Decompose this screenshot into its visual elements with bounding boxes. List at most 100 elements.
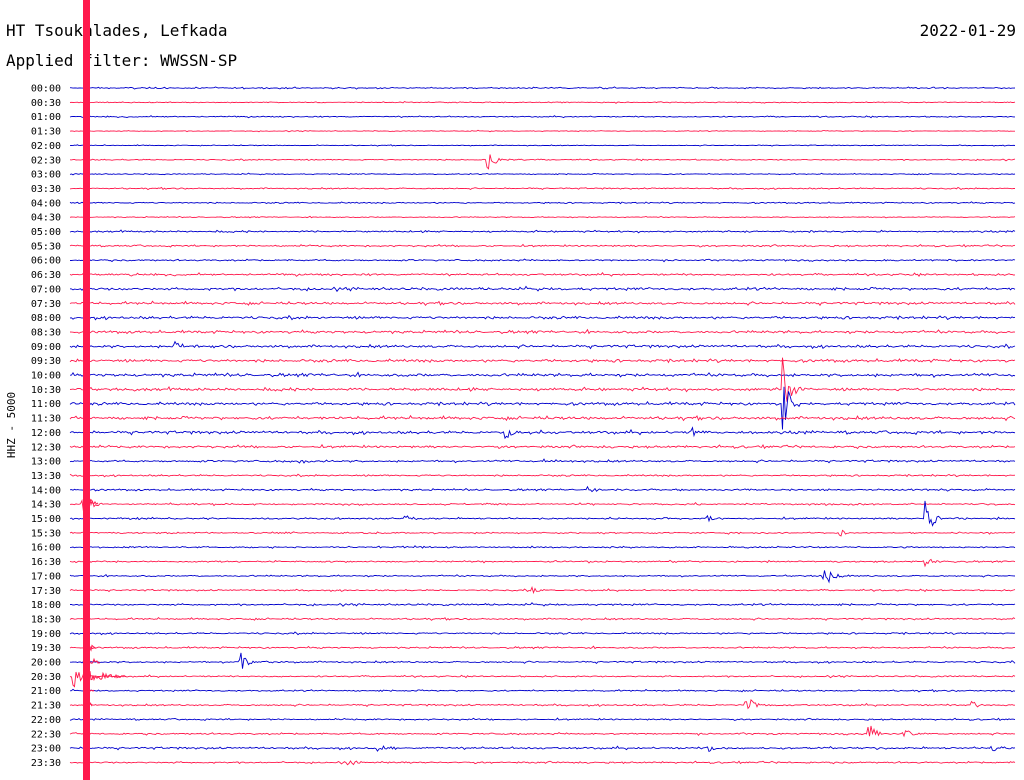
time-label: 09:30 xyxy=(31,356,61,367)
trace-row xyxy=(69,172,1016,176)
time-label: 18:30 xyxy=(31,614,61,625)
trace-row xyxy=(69,272,1016,277)
time-label: 21:00 xyxy=(31,686,61,697)
trace-row xyxy=(69,426,1016,440)
quake-coda xyxy=(85,498,99,514)
trace-row xyxy=(69,500,1016,527)
trace-row xyxy=(69,631,1016,636)
time-label: 01:00 xyxy=(31,112,61,123)
time-label: 04:00 xyxy=(31,198,61,209)
trace-row xyxy=(69,243,1016,248)
trace-row xyxy=(69,490,1016,512)
time-label: 21:30 xyxy=(31,701,61,712)
seismic-traces xyxy=(69,86,1016,766)
trace-row xyxy=(69,717,1016,722)
trace-row xyxy=(69,570,1016,584)
time-label: 03:00 xyxy=(31,170,61,181)
time-label: 18:00 xyxy=(31,600,61,611)
quake-coda xyxy=(85,643,97,653)
trace-row xyxy=(69,144,1016,147)
time-label: 13:00 xyxy=(31,457,61,468)
time-label: 00:00 xyxy=(31,84,61,95)
time-label: 16:00 xyxy=(31,543,61,554)
time-label: 02:30 xyxy=(31,155,61,166)
time-label: 22:00 xyxy=(31,715,61,726)
quake-coda xyxy=(85,657,101,665)
trace-row xyxy=(69,645,1016,650)
trace-row xyxy=(69,414,1016,422)
time-label: 10:30 xyxy=(31,385,61,396)
trace-row xyxy=(69,86,1016,90)
time-label: 00:30 xyxy=(31,98,61,109)
time-label: 06:30 xyxy=(31,270,61,281)
time-label: 17:00 xyxy=(31,571,61,582)
time-label: 11:00 xyxy=(31,399,61,410)
station-title: HT Tsoukalades, Lefkada xyxy=(6,21,228,40)
trace-row xyxy=(69,154,1016,170)
time-label: 07:00 xyxy=(31,284,61,295)
trace-row xyxy=(69,129,1015,133)
time-label: 01:30 xyxy=(31,127,61,138)
trace-row xyxy=(69,473,1016,478)
date-label: 2022-01-29 xyxy=(920,21,1016,40)
trace-row xyxy=(69,340,1016,350)
trace-row xyxy=(69,328,1016,335)
time-label: 05:30 xyxy=(31,241,61,252)
time-label: 19:00 xyxy=(31,629,61,640)
time-label: 11:30 xyxy=(31,414,61,425)
trace-row xyxy=(69,529,1016,537)
trace-row xyxy=(69,201,1016,205)
large-earthquake-trace xyxy=(83,0,127,780)
trace-row xyxy=(69,558,1016,568)
trace-row xyxy=(70,602,1016,607)
trace-row xyxy=(69,371,1016,378)
trace-row xyxy=(69,443,1016,450)
trace-row xyxy=(69,616,1016,621)
filter-label: Applied filter: WWSSN-SP xyxy=(6,51,237,70)
time-label: 12:30 xyxy=(31,442,61,453)
time-label: 13:30 xyxy=(31,471,61,482)
trace-row xyxy=(69,358,1016,364)
time-label: 20:30 xyxy=(31,672,61,683)
time-label: 08:30 xyxy=(31,327,61,338)
time-label: 08:00 xyxy=(31,313,61,324)
trace-row xyxy=(69,100,1016,104)
time-labels: 00:00 00:30 01:00 01:30 02:00 02:30 03:00 03:30… xyxy=(31,84,61,769)
trace-row xyxy=(70,258,1016,263)
time-label: 22:30 xyxy=(31,729,61,740)
time-label: 15:00 xyxy=(31,514,61,525)
time-label: 05:00 xyxy=(31,227,61,238)
quake-saturation-band xyxy=(83,0,90,780)
trace-row xyxy=(69,300,1016,307)
channel-axis-label: HHZ - 5000 xyxy=(5,392,18,458)
quake-coda xyxy=(85,688,95,696)
time-label: 17:30 xyxy=(31,586,61,597)
trace-row xyxy=(69,458,1016,464)
trace-row xyxy=(69,229,1016,234)
trace-row xyxy=(69,586,1016,595)
time-label: 04:30 xyxy=(31,213,61,224)
time-label: 02:00 xyxy=(31,141,61,152)
time-label: 20:00 xyxy=(31,658,61,669)
trace-row xyxy=(69,357,1016,402)
trace-row xyxy=(69,760,1016,766)
quake-coda xyxy=(85,699,93,711)
time-label: 03:30 xyxy=(31,184,61,195)
time-label: 23:30 xyxy=(31,758,61,769)
time-label: 19:30 xyxy=(31,643,61,654)
trace-row xyxy=(69,386,1016,430)
trace-row xyxy=(69,688,1016,693)
time-label: 15:30 xyxy=(31,528,61,539)
time-label: 06:00 xyxy=(31,256,61,267)
trace-row xyxy=(69,745,1016,753)
time-label: 14:30 xyxy=(31,500,61,511)
time-label: 23:00 xyxy=(31,744,61,755)
trace-row xyxy=(69,115,1015,119)
time-label: 12:00 xyxy=(31,428,61,439)
time-label: 10:00 xyxy=(31,371,61,382)
quake-coda xyxy=(85,671,127,682)
time-label: 16:30 xyxy=(31,557,61,568)
trace-row xyxy=(69,671,1016,688)
trace-row xyxy=(69,314,1016,321)
